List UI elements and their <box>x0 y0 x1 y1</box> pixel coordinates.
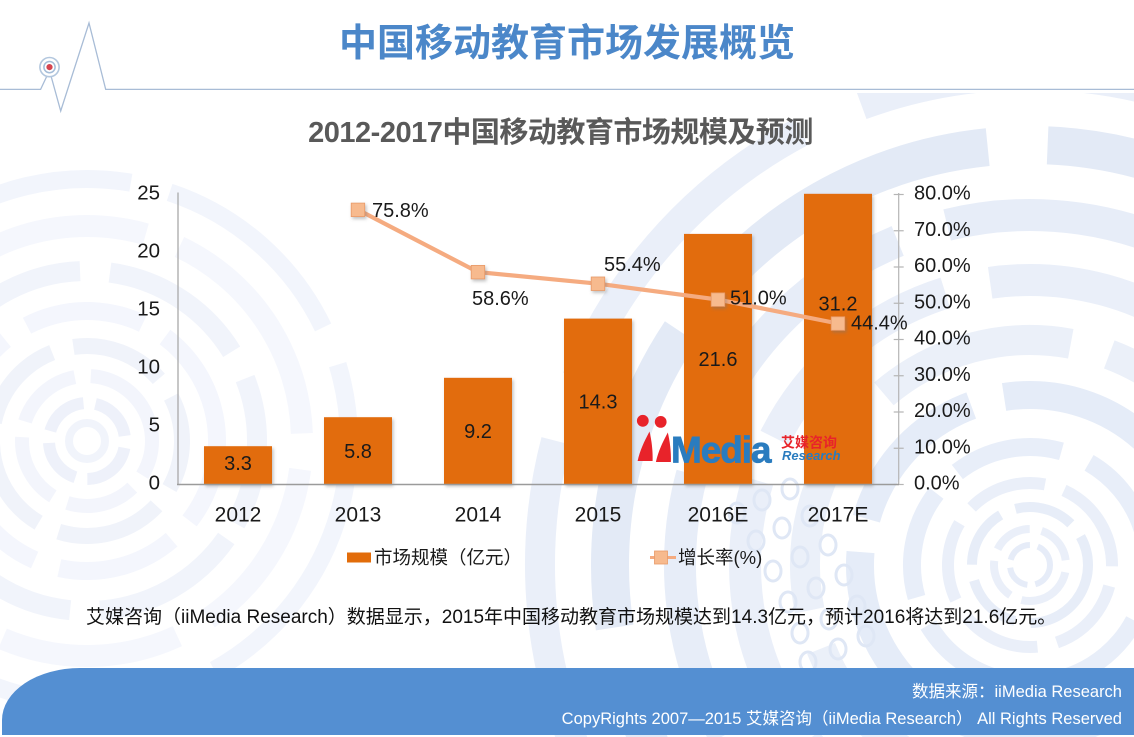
svg-text:Media: Media <box>671 430 772 471</box>
svg-text:增长率(%): 增长率(%) <box>678 547 762 568</box>
svg-text:3.3: 3.3 <box>224 453 252 475</box>
svg-text:55.4%: 55.4% <box>604 254 661 276</box>
svg-text:2013: 2013 <box>335 504 382 527</box>
svg-text:44.4%: 44.4% <box>851 313 908 335</box>
svg-text:2012: 2012 <box>215 504 262 527</box>
svg-text:2014: 2014 <box>455 504 502 527</box>
svg-text:10: 10 <box>137 356 160 379</box>
svg-text:9.2: 9.2 <box>464 421 492 443</box>
svg-text:58.6%: 58.6% <box>472 288 529 310</box>
svg-text:2015: 2015 <box>575 504 622 527</box>
svg-text:14.3: 14.3 <box>579 392 618 414</box>
svg-text:40.0%: 40.0% <box>914 328 971 350</box>
svg-text:51.0%: 51.0% <box>730 288 787 310</box>
svg-text:70.0%: 70.0% <box>914 219 971 241</box>
svg-text:10.0%: 10.0% <box>914 436 971 458</box>
svg-text:60.0%: 60.0% <box>914 255 971 277</box>
svg-text:20: 20 <box>137 240 160 263</box>
svg-text:0: 0 <box>149 472 160 495</box>
svg-text:市场规模（亿元）: 市场规模（亿元） <box>374 547 522 568</box>
svg-text:Research: Research <box>782 448 841 463</box>
svg-text:50.0%: 50.0% <box>914 291 971 313</box>
svg-text:艾媒咨询: 艾媒咨询 <box>781 435 837 451</box>
svg-text:15: 15 <box>137 298 160 321</box>
svg-text:80.0%: 80.0% <box>914 183 971 205</box>
svg-text:2017E: 2017E <box>808 504 869 527</box>
svg-text:75.8%: 75.8% <box>372 200 429 222</box>
svg-text:31.2: 31.2 <box>819 294 858 316</box>
svg-text:20.0%: 20.0% <box>914 400 971 422</box>
svg-text:2016E: 2016E <box>688 504 749 527</box>
svg-text:25: 25 <box>137 182 160 205</box>
svg-text:0.0%: 0.0% <box>914 473 960 495</box>
svg-text:30.0%: 30.0% <box>914 364 971 386</box>
svg-text:21.6: 21.6 <box>699 349 738 371</box>
svg-text:5.8: 5.8 <box>344 441 372 463</box>
svg-text:5: 5 <box>149 414 160 437</box>
